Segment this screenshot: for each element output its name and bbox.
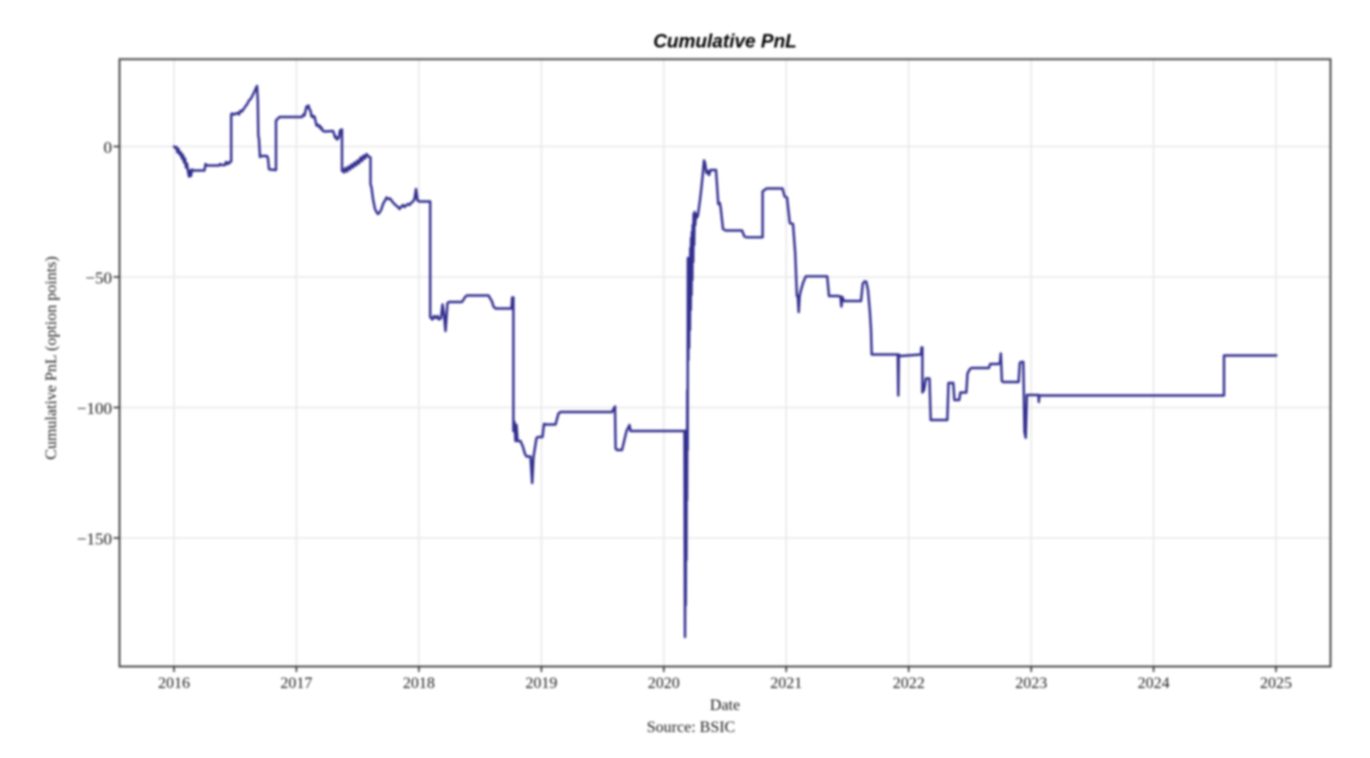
svg-text:Cumulative PnL: Cumulative PnL xyxy=(653,32,797,53)
svg-text:2017: 2017 xyxy=(280,675,312,692)
svg-text:−50: −50 xyxy=(85,269,112,288)
svg-text:2018: 2018 xyxy=(403,675,435,692)
svg-text:2022: 2022 xyxy=(893,675,925,692)
svg-text:2019: 2019 xyxy=(525,675,557,692)
svg-text:Source: BSIC: Source: BSIC xyxy=(647,719,735,736)
svg-text:2016: 2016 xyxy=(158,675,190,692)
svg-text:0: 0 xyxy=(104,138,113,157)
svg-text:−150: −150 xyxy=(77,530,112,549)
svg-text:Date: Date xyxy=(710,697,740,714)
svg-text:Cumulative PnL (option points): Cumulative PnL (option points) xyxy=(43,256,60,459)
svg-text:2025: 2025 xyxy=(1260,675,1292,692)
svg-text:2020: 2020 xyxy=(648,675,680,692)
svg-text:2024: 2024 xyxy=(1138,675,1170,692)
svg-text:2023: 2023 xyxy=(1015,675,1047,692)
svg-text:2021: 2021 xyxy=(770,675,802,692)
svg-text:−100: −100 xyxy=(77,399,112,418)
